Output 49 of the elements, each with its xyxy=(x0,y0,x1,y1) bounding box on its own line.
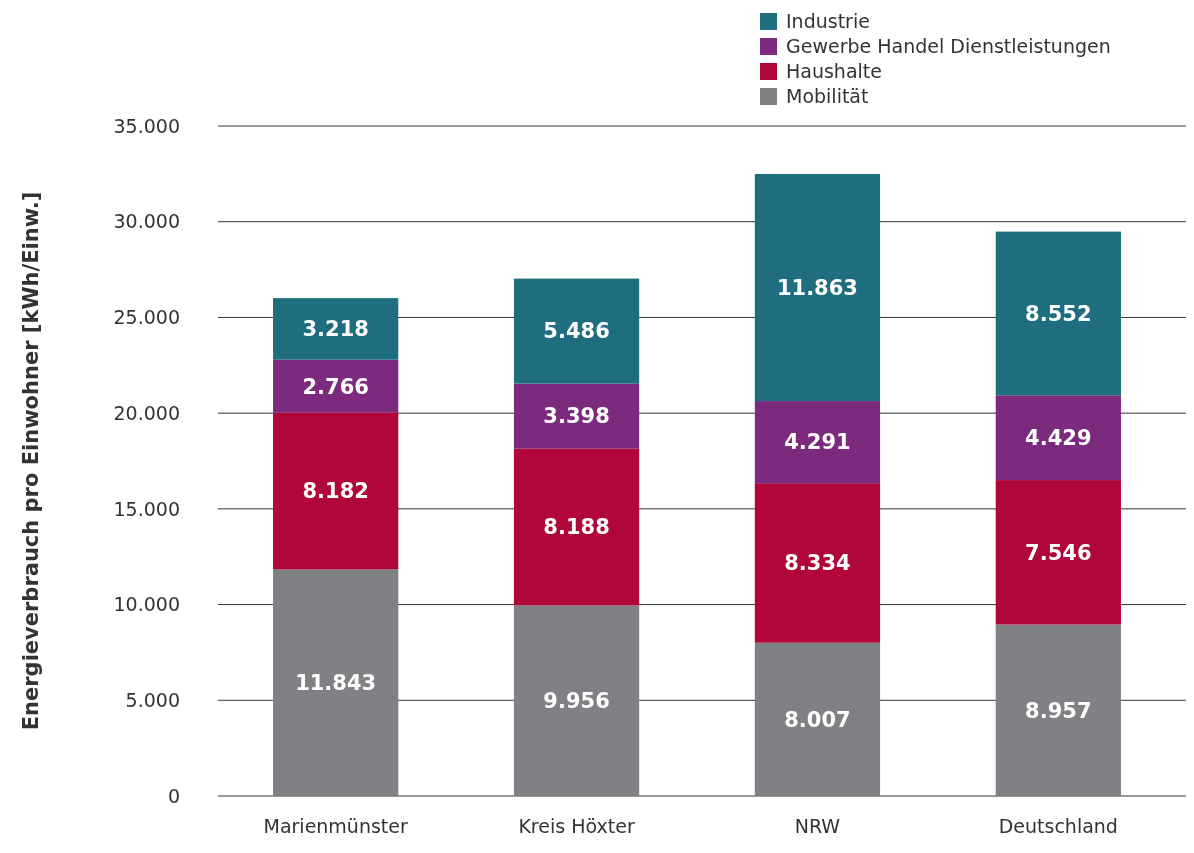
data-label: 7.546 xyxy=(1025,540,1092,565)
bar xyxy=(995,480,1121,625)
bar xyxy=(273,412,399,570)
legend-label: Gewerbe Handel Dienstleistungen xyxy=(786,35,1111,58)
x-tick-label: Kreis Höxter xyxy=(518,815,635,837)
y-tick-label: 5.000 xyxy=(125,688,180,711)
bar xyxy=(273,359,399,413)
data-label: 11.843 xyxy=(295,671,377,695)
data-label: 3.218 xyxy=(302,317,369,342)
bar xyxy=(513,383,640,449)
y-tick-label: 15.000 xyxy=(113,497,180,520)
data-label: 8.182 xyxy=(302,479,369,504)
y-tick-label: 25.000 xyxy=(113,306,180,329)
bar xyxy=(995,395,1121,481)
data-label: 4.429 xyxy=(1025,426,1092,451)
bar xyxy=(995,231,1121,396)
data-label: 8.957 xyxy=(1025,698,1092,723)
data-label: 8.552 xyxy=(1025,301,1092,326)
bar xyxy=(995,624,1121,796)
bar xyxy=(754,642,881,796)
data-label: 3.398 xyxy=(543,404,610,429)
legend-label: Industrie xyxy=(786,10,870,33)
bar xyxy=(513,448,640,606)
data-label: 5.486 xyxy=(543,319,610,344)
legend-label: Haushalte xyxy=(786,60,882,83)
data-label: 8.188 xyxy=(543,515,610,540)
y-tick-label: 0 xyxy=(167,784,180,807)
data-label: 9.956 xyxy=(543,689,610,714)
y-tick-label: 20.000 xyxy=(113,401,180,424)
y-tick-label: 35.000 xyxy=(113,114,180,137)
bar xyxy=(513,605,640,796)
x-tick-label: Deutschland xyxy=(998,815,1118,837)
bar xyxy=(273,569,399,796)
bar xyxy=(754,401,881,484)
bar xyxy=(754,483,881,643)
bar xyxy=(273,298,399,360)
bar xyxy=(754,173,881,402)
y-axis-title: Energieverbrauch pro Einwohner [kWh/Einw.] xyxy=(19,191,43,731)
data-label: 11.863 xyxy=(776,275,858,300)
x-tick-label: NRW xyxy=(794,815,841,837)
data-label: 8.007 xyxy=(784,707,851,732)
y-tick-label: 30.000 xyxy=(113,210,180,233)
y-tick-label: 10.000 xyxy=(113,593,180,616)
x-tick-label: Marienmünster xyxy=(263,815,408,837)
data-label: 2.766 xyxy=(302,374,369,399)
data-label: 4.291 xyxy=(784,430,851,455)
data-label: 8.334 xyxy=(784,551,851,576)
bar xyxy=(513,278,640,384)
legend-label: Mobilität xyxy=(786,85,869,108)
